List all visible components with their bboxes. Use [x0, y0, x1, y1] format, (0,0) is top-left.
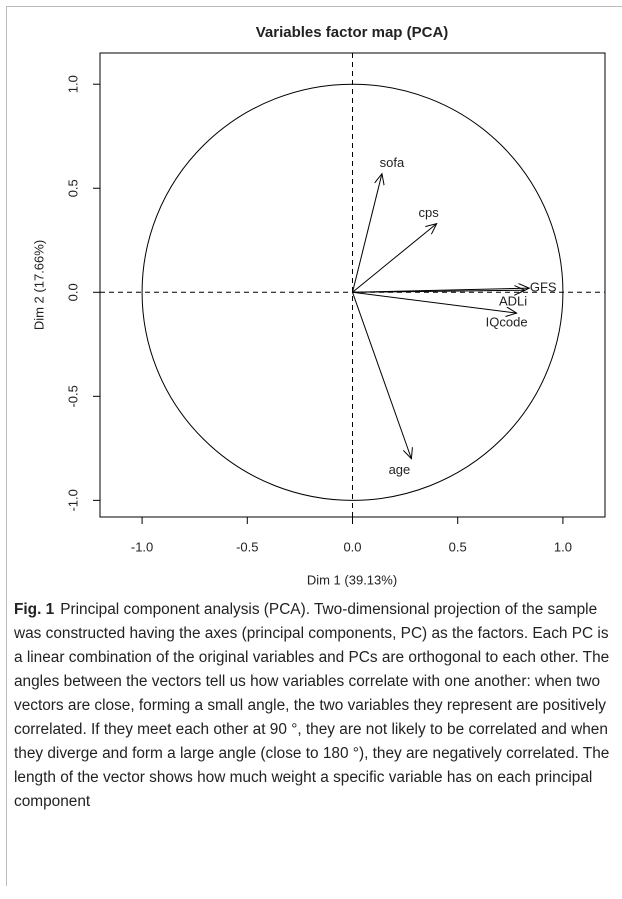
vector-label: IQcode — [486, 315, 528, 330]
chart: Variables factor map (PCA) Dim 1 (39.13%… — [31, 24, 606, 587]
x-tick-label: 1.0 — [554, 539, 572, 554]
caption-text: Principal component analysis (PCA). Two-… — [14, 601, 610, 810]
vector-label: age — [389, 462, 411, 477]
x-tick-label: -0.5 — [236, 539, 258, 554]
caption: Fig. 1 Principal component analysis (PCA)… — [14, 598, 614, 814]
x-axis-label: Dim 1 (39.13%) — [307, 572, 397, 587]
vector-arrow — [352, 291, 517, 313]
chart-title: Variables factor map (PCA) — [256, 24, 449, 41]
y-axis-label: Dim 2 (17.66%) — [31, 240, 46, 330]
vector-label: cps — [419, 205, 440, 220]
y-tick-label: 0.5 — [65, 179, 80, 197]
vector-arrow — [352, 290, 526, 292]
y-tick-label: -0.5 — [65, 385, 80, 407]
figure-frame — [6, 6, 622, 886]
x-tick-label: 0.5 — [449, 539, 467, 554]
vector-arrow — [352, 292, 412, 458]
vector-label: GFS — [530, 280, 557, 295]
y-tick-label: -1.0 — [65, 489, 80, 511]
caption-label: Fig. 1 — [14, 601, 55, 618]
y-tick-label: 1.0 — [65, 75, 80, 93]
x-tick-label: 0.0 — [343, 539, 361, 554]
correlation-circle — [141, 83, 564, 501]
x-tick-label: -1.0 — [131, 539, 153, 554]
vector-label: sofa — [380, 155, 405, 170]
y-tick-label: 0.0 — [65, 283, 80, 301]
vector-label: ADLi — [499, 294, 527, 309]
vector-arrow — [352, 224, 437, 293]
vector-arrow — [352, 174, 382, 293]
